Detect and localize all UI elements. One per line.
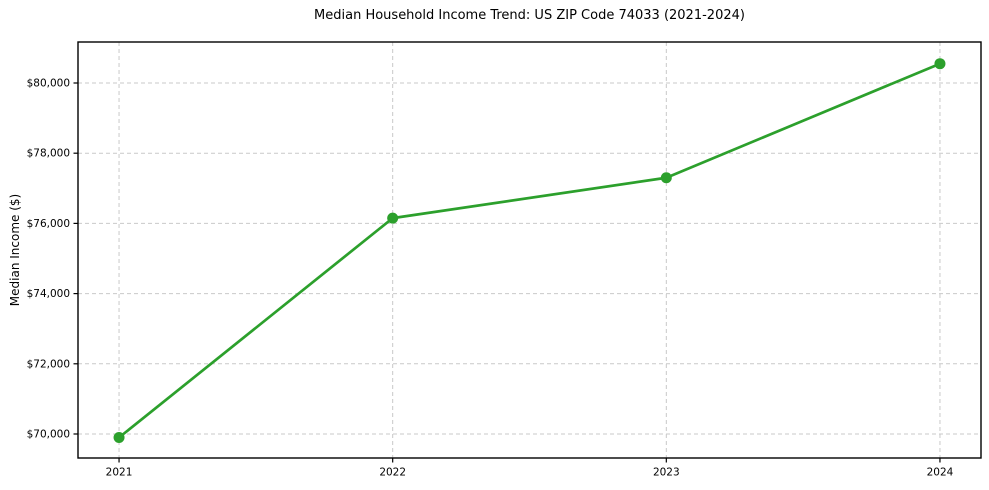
chart-title: Median Household Income Trend: US ZIP Co… xyxy=(314,8,745,23)
y-tick-label: $80,000 xyxy=(27,77,70,89)
x-tick-label: 2024 xyxy=(927,467,954,479)
y-tick-label: $78,000 xyxy=(27,148,70,160)
y-tick-label: $72,000 xyxy=(27,358,70,370)
x-tick-label: 2021 xyxy=(106,467,133,479)
data-point-2023 xyxy=(660,172,672,184)
trend-line xyxy=(117,62,942,439)
y-tick-label: $76,000 xyxy=(27,218,70,230)
data-point-2024 xyxy=(934,58,946,70)
x-tick-label: 2023 xyxy=(653,467,680,479)
y-tick-label: $70,000 xyxy=(27,428,70,440)
x-tick-label: 2022 xyxy=(379,467,406,479)
plot-frame xyxy=(77,41,982,459)
data-point-2022 xyxy=(387,212,399,224)
data-point-2021 xyxy=(113,432,125,444)
y-tick-label: $74,000 xyxy=(27,288,70,300)
